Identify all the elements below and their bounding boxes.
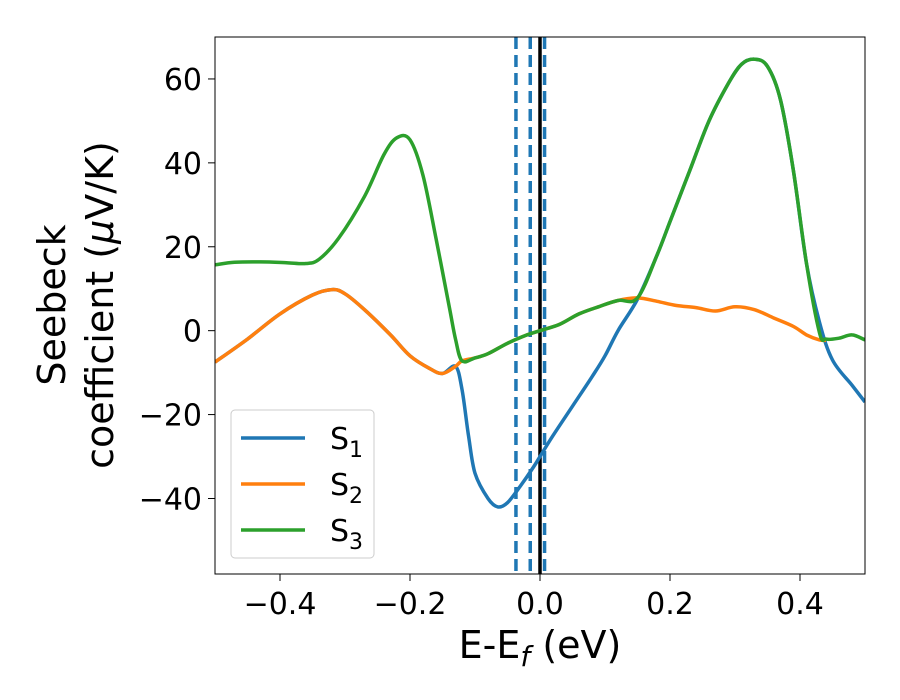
x-tick-label: −0.4: [244, 587, 317, 622]
y-axis-label-line1: Seebeck: [30, 224, 74, 385]
x-tick-label: 0.2: [646, 587, 694, 622]
series-lines: [215, 57, 865, 509]
x-axis-label: E-Ef (eV): [459, 623, 622, 673]
legend-label-3: S3: [330, 514, 363, 555]
y-axis-label-line2: coefficient (μV/K): [78, 141, 122, 469]
y-tick-label: 20: [164, 231, 202, 266]
y-tick-label: 0: [183, 315, 202, 350]
y-tick-label: 60: [164, 63, 202, 98]
x-axis: −0.4 −0.2 0.0 0.2 0.4: [244, 574, 824, 622]
y-axis: −40 −20 0 20 40 60: [139, 63, 215, 517]
series-3-line: [215, 57, 865, 364]
fermi-lines: [514, 37, 547, 574]
y-tick-label: −20: [139, 399, 202, 434]
legend: S1 S2 S3: [230, 409, 375, 559]
y-axis-label: Seebeck coefficient (μV/K): [30, 141, 122, 469]
x-tick-label: −0.2: [374, 587, 447, 622]
y-tick-label: 40: [164, 147, 202, 182]
x-tick-label: 0.4: [776, 587, 824, 622]
y-tick-label: −40: [139, 482, 202, 517]
legend-label-1: S1: [330, 422, 363, 463]
x-tick-label: 0.0: [516, 587, 564, 622]
legend-label-2: S2: [330, 468, 363, 509]
